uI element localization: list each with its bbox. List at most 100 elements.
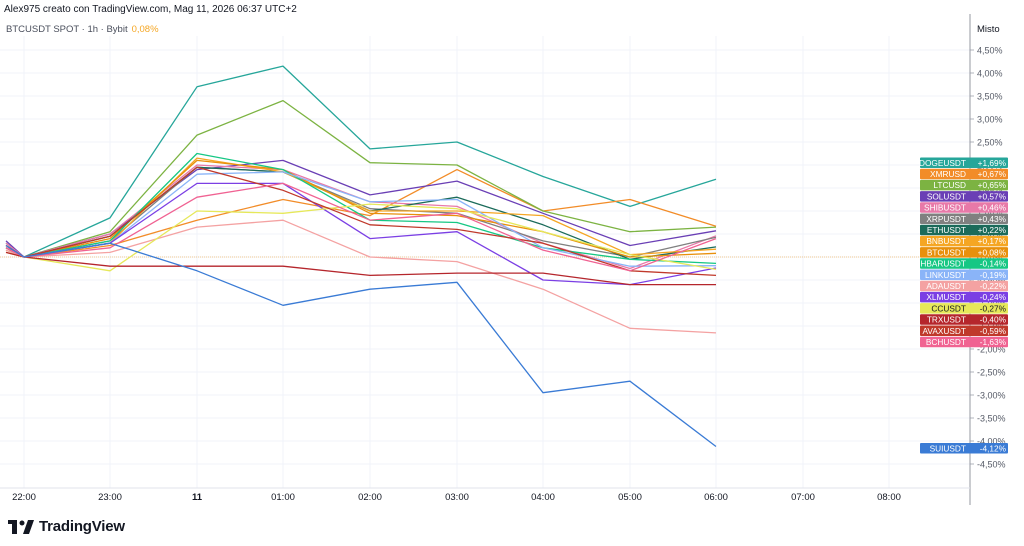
symbol-title: BTCUSDT SPOT · 1h · Bybit bbox=[6, 24, 128, 35]
series-tag-solusdt: SOLUSDT +0,57% bbox=[920, 191, 1008, 202]
x-tick-label: 11 bbox=[192, 492, 203, 503]
series-tag-value: +0,65% bbox=[978, 180, 1007, 190]
series-tag-bg bbox=[920, 247, 1008, 258]
series-tag-name: BTCUSDT bbox=[927, 247, 966, 257]
series-tag-bg bbox=[920, 303, 1008, 314]
series-tag-name: XRPUSDT bbox=[926, 214, 966, 224]
series-line-trxusdt bbox=[5, 251, 716, 286]
series-tag-name: HBARUSDT bbox=[920, 259, 966, 269]
scale-mode-label: Misto bbox=[977, 24, 1000, 35]
series-tag-bg bbox=[920, 258, 1008, 269]
x-tick-label: 07:00 bbox=[791, 492, 815, 503]
series-line-shibusdt bbox=[5, 164, 717, 270]
series-tag-name: ADAUSDT bbox=[926, 281, 966, 291]
series-tag-name: BCHUSDT bbox=[926, 337, 966, 347]
series-tag-name: CCUSDT bbox=[931, 303, 966, 313]
y-tick-label: -2,50% bbox=[977, 368, 1006, 378]
series-tag-name: AVAXUSDT bbox=[923, 326, 967, 336]
series-tag-ccusdt: CCUSDT -0,27% bbox=[920, 303, 1008, 314]
tradingview-logo-icon bbox=[8, 519, 34, 534]
x-tick-label: 03:00 bbox=[445, 492, 469, 503]
series-tag-value: +0,43% bbox=[978, 214, 1007, 224]
series-tag-bg bbox=[920, 280, 1008, 292]
series-tag-ltcusd: LTCUSD +0,65% bbox=[920, 179, 1008, 191]
series-line-ltcusd bbox=[5, 99, 717, 258]
y-tick-label: -4,00% bbox=[977, 437, 1006, 447]
series-tag-bchusdt: BCHUSDT -1,63% bbox=[920, 336, 1008, 348]
series-tag-value: +0,22% bbox=[978, 225, 1007, 235]
tradingview-logo[interactable]: TradingView bbox=[8, 518, 125, 535]
series-line-dogeusdt bbox=[5, 65, 717, 258]
series-tag-bg bbox=[920, 325, 1008, 336]
series-tag-bg bbox=[920, 191, 1008, 202]
series-tag-value: -0,22% bbox=[980, 281, 1007, 291]
brand-name: TradingView bbox=[39, 518, 125, 535]
series-tag-bg bbox=[920, 269, 1008, 280]
series-tag-value: -0,19% bbox=[980, 270, 1007, 280]
series-labels: DOGEUSDT +1,69%XMRUSD +0,67%LTCUSD +0,65%SO… bbox=[919, 157, 1008, 454]
x-tick-label: 06:00 bbox=[704, 492, 728, 503]
x-tick-label: 23:00 bbox=[98, 492, 122, 503]
series-tag-suiusdt: SUIUSDT -4,12% bbox=[920, 443, 1008, 454]
series-tag-bg bbox=[920, 443, 1008, 454]
x-tick-label: 04:00 bbox=[531, 492, 555, 503]
chart-grid bbox=[0, 36, 970, 488]
series-tag-value: +1,69% bbox=[978, 158, 1007, 168]
series-tag-bg bbox=[920, 336, 1008, 348]
y-tick-label: -4,50% bbox=[977, 460, 1006, 470]
series-tag-adausdt: ADAUSDT -0,22% bbox=[920, 280, 1008, 292]
series-tag-bg bbox=[920, 291, 1008, 303]
series-line-bchusdt bbox=[5, 182, 717, 272]
series-tag-value: +0,67% bbox=[978, 169, 1007, 179]
series-tag-name: SOLUSDT bbox=[927, 191, 966, 201]
y-tick-label: 4,50% bbox=[977, 46, 1003, 56]
symbol-change: 0,08% bbox=[131, 24, 159, 35]
series-tag-bg bbox=[920, 213, 1008, 224]
y-tick-label: -3,00% bbox=[977, 391, 1006, 401]
series-line-btcusdt bbox=[5, 159, 717, 258]
series-tag-bnbusdt: BNBUSDT +0,17% bbox=[920, 235, 1008, 247]
series-tag-shibusdt: SHIBUSDT +0,46% bbox=[920, 202, 1008, 213]
series-tag-bg bbox=[920, 179, 1008, 191]
series-tag-bg bbox=[920, 157, 1008, 168]
series-tag-name: LINKUSDT bbox=[925, 270, 966, 280]
y-tick-label: 4,00% bbox=[977, 69, 1003, 79]
y-tick-label: 3,50% bbox=[977, 92, 1003, 102]
x-tick-label: 02:00 bbox=[358, 492, 382, 503]
x-tick-label: 01:00 bbox=[271, 492, 295, 503]
series-tag-value: -1,63% bbox=[980, 337, 1007, 347]
x-tick-label: 08:00 bbox=[877, 492, 901, 503]
series-tag-linkusdt: LINKUSDT -0,19% bbox=[920, 269, 1008, 280]
y-tick-label: 3,00% bbox=[977, 115, 1003, 125]
series-tag-bg bbox=[920, 235, 1008, 247]
series-tag-bg bbox=[920, 224, 1008, 236]
series-tag-bg bbox=[920, 202, 1008, 213]
series-tag-bg bbox=[920, 314, 1008, 325]
symbol-legend[interactable]: BTCUSDT SPOT · 1h · Bybit 0,08% bbox=[6, 24, 159, 35]
series-tag-value: -0,14% bbox=[980, 259, 1007, 269]
y-tick-label: -2,00% bbox=[977, 345, 1006, 355]
y-tick-label: -3,50% bbox=[977, 414, 1006, 424]
series-tag-xmrusd: XMRUSD +0,67% bbox=[920, 168, 1008, 180]
series-tag-name: ETHUSDT bbox=[927, 225, 966, 235]
series-line-hbarusdt bbox=[5, 152, 717, 265]
x-tick-label: 22:00 bbox=[12, 492, 36, 503]
series-lines bbox=[5, 65, 717, 448]
series-line-suiusdt bbox=[5, 242, 717, 448]
series-tag-value: -0,27% bbox=[980, 303, 1007, 313]
series-tag-value: -0,24% bbox=[980, 292, 1007, 302]
series-tag-name: XMRUSD bbox=[930, 169, 966, 179]
series-tag-name: XLMUSDT bbox=[926, 292, 966, 302]
series-tag-trxusdt: TRXUSDT -0,40% bbox=[920, 314, 1008, 325]
y-tick-label: 2,50% bbox=[977, 138, 1003, 148]
series-line-adausdt bbox=[5, 219, 717, 334]
series-tag-value: -4,12% bbox=[980, 443, 1007, 453]
series-line-avaxusdt bbox=[5, 166, 717, 277]
series-tag-name: LTCUSD bbox=[933, 180, 966, 190]
price-axis: 4,50%4,00%3,50%3,00%2,50%2,00%1,50%1,00%… bbox=[0, 14, 1006, 505]
series-tag-value: +0,46% bbox=[978, 203, 1007, 213]
series-tag-value: +0,17% bbox=[978, 236, 1007, 246]
series-tag-value: -0,59% bbox=[980, 326, 1007, 336]
creator-line: Alex975 creato con TradingView.com, Mag … bbox=[4, 4, 297, 15]
